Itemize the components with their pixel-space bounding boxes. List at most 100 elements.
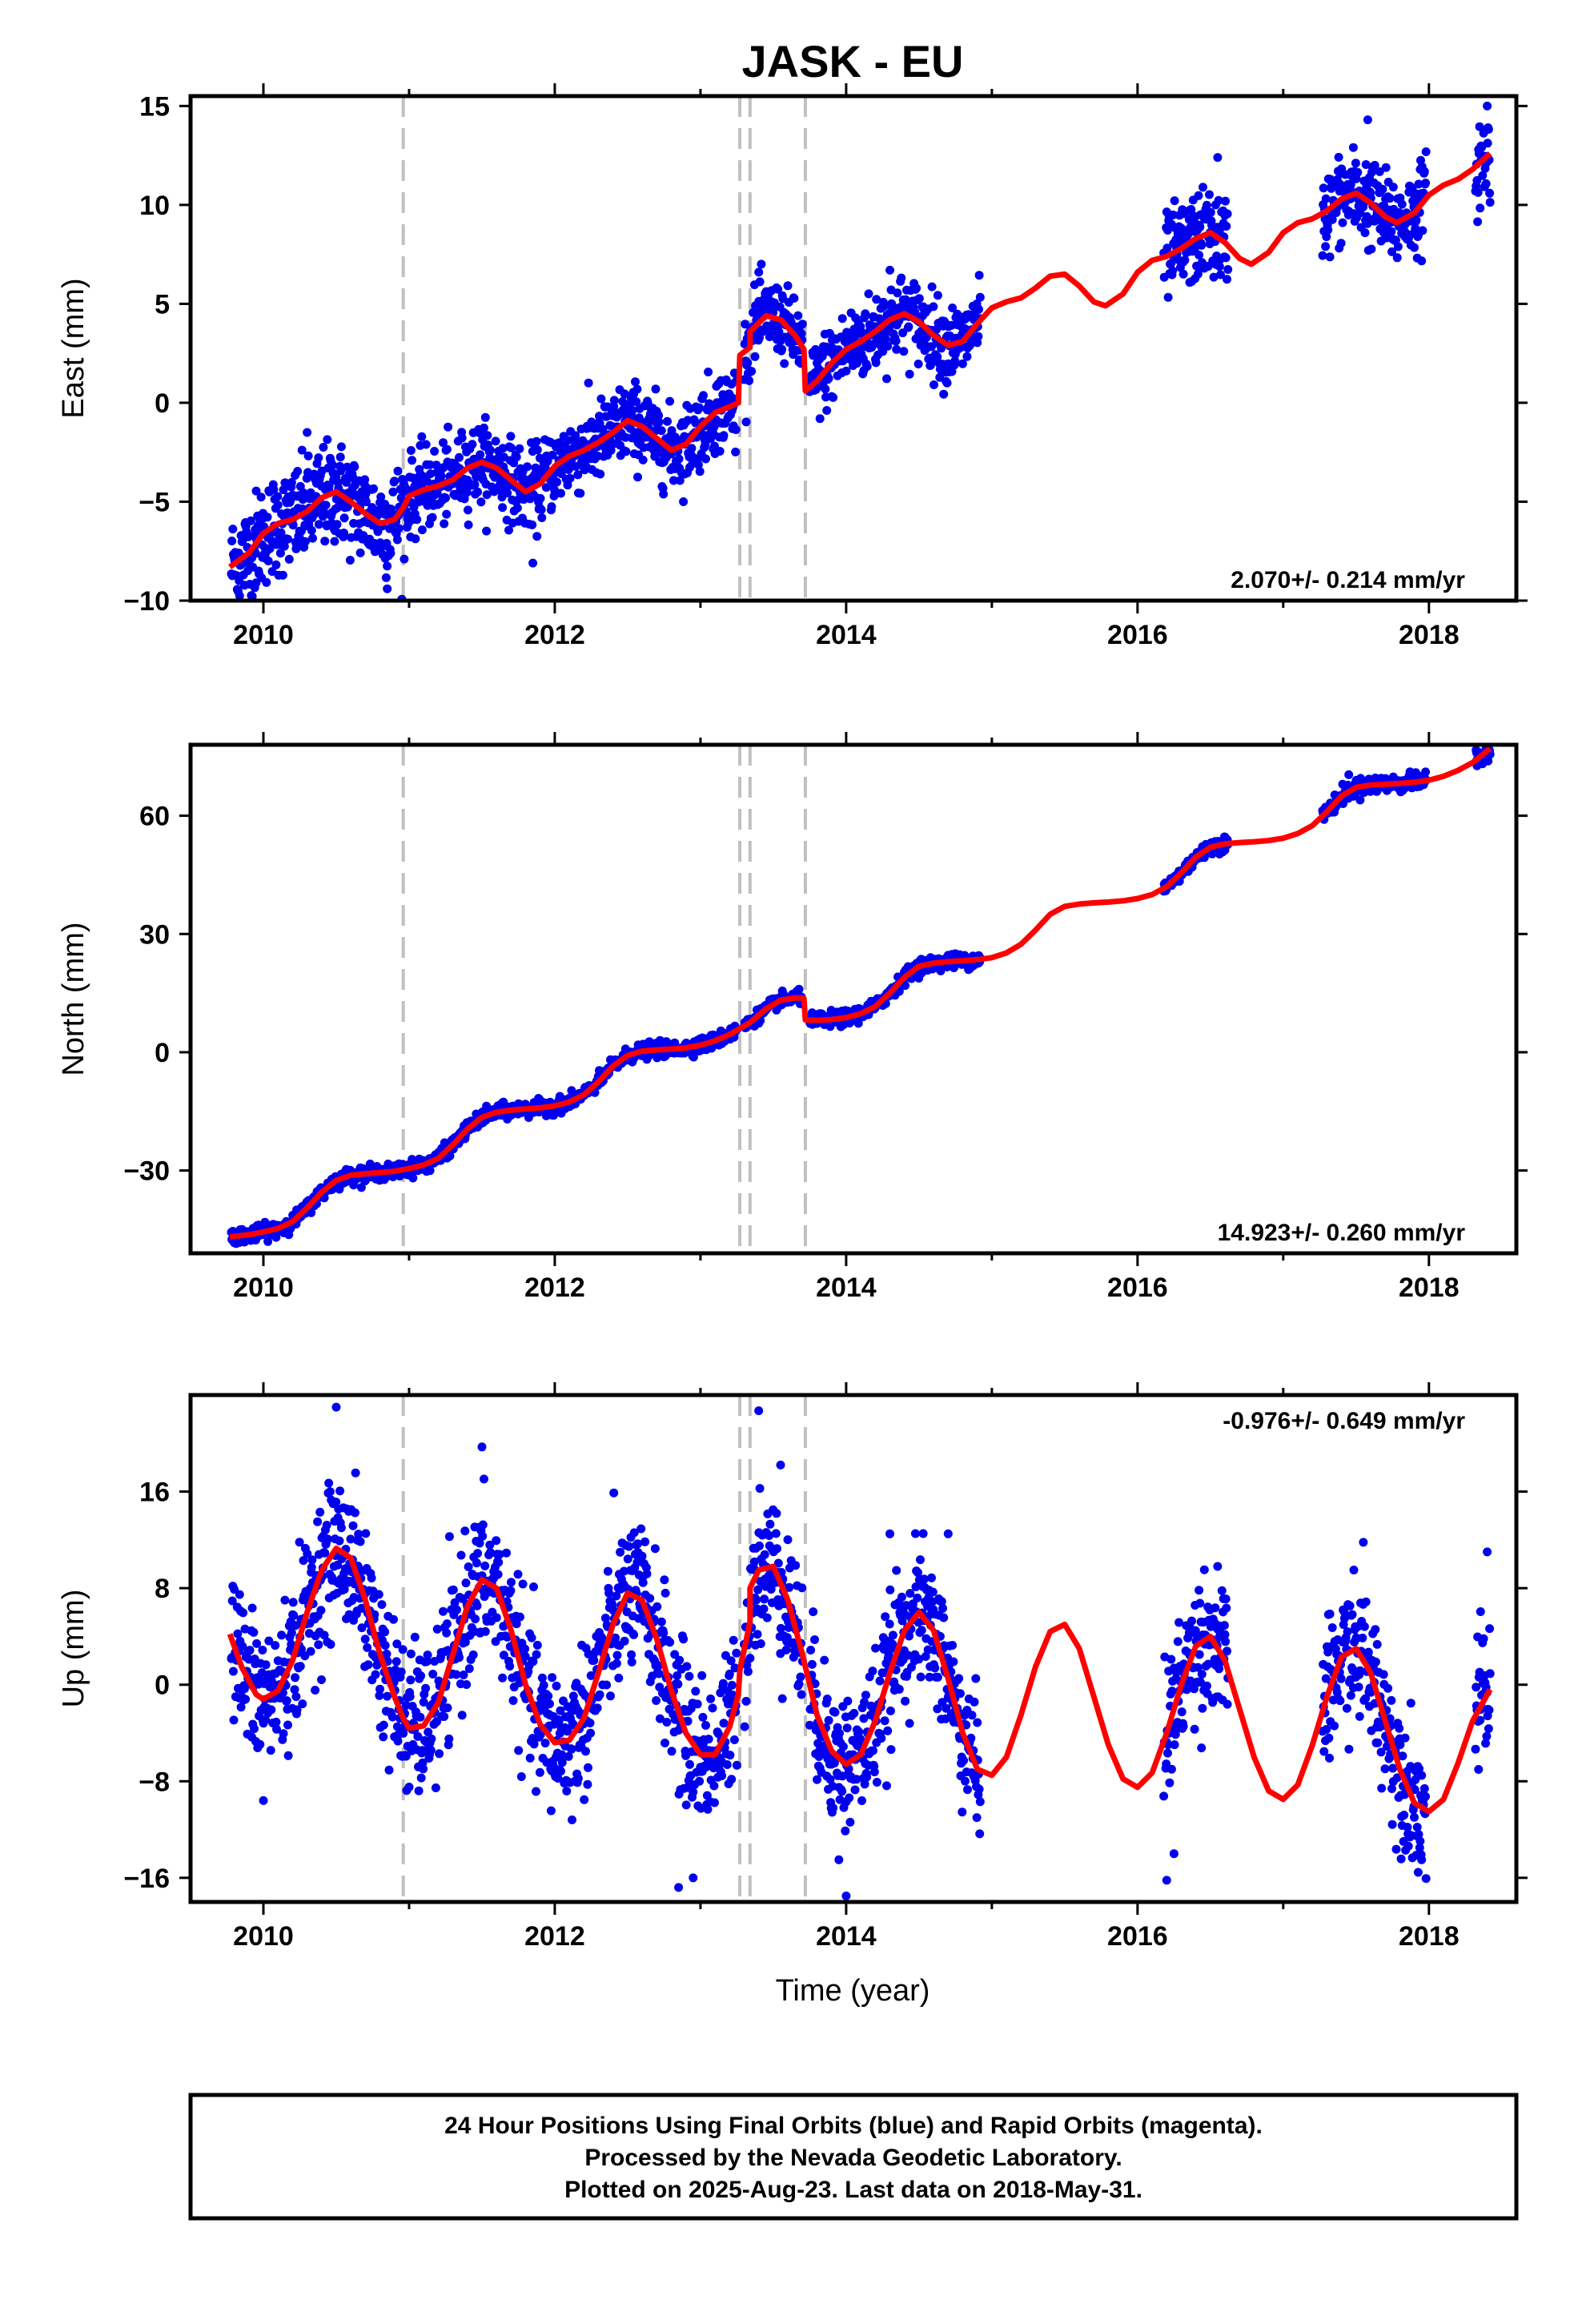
up-data-point (554, 1716, 564, 1726)
up-data-point (229, 1715, 239, 1725)
east-rate-label: 2.070+/- 0.214 mm/yr (1231, 567, 1465, 593)
up-data-point (289, 1610, 299, 1620)
east-data-point (1346, 180, 1355, 189)
east-data-point (417, 432, 427, 441)
east-data-point (287, 477, 296, 487)
east-data-point (899, 347, 909, 356)
east-data-point (974, 332, 983, 341)
east-data-point (797, 329, 806, 338)
east-data-point (428, 513, 437, 522)
east-data-point (1348, 143, 1358, 152)
east-data-point (386, 549, 396, 558)
east-data-point (974, 271, 984, 280)
east-data-point (596, 469, 605, 479)
up-data-point (457, 1711, 467, 1720)
up-data-point (480, 1626, 490, 1636)
up-data-point (655, 1714, 665, 1723)
east-data-point (383, 584, 392, 593)
east-data-point (701, 454, 710, 464)
up-data-point (406, 1675, 416, 1685)
east-data-point (933, 352, 942, 361)
east-data-point (1163, 292, 1173, 302)
east-data-point (910, 308, 920, 317)
up-data-point (480, 1561, 490, 1570)
east-data-point (633, 472, 642, 482)
east-data-point (632, 397, 641, 407)
up-data-point (249, 1627, 259, 1637)
north-x-tick-label: 2010 (233, 1273, 294, 1303)
east-data-point (430, 447, 440, 456)
east-data-point (482, 526, 492, 536)
east-data-point (871, 358, 881, 368)
east-data-point (861, 309, 870, 319)
east-data-point (862, 362, 872, 371)
east-data-point (1367, 244, 1376, 254)
up-data-point (315, 1507, 325, 1517)
east-data-point (699, 391, 708, 400)
up-data-point (641, 1562, 651, 1572)
east-data-point (276, 528, 286, 537)
up-data-point (351, 1508, 359, 1518)
up-data-point (589, 1655, 599, 1665)
up-data-point (414, 1786, 424, 1795)
east-data-point (1338, 218, 1347, 227)
up-data-point (513, 1570, 523, 1579)
east-data-point (336, 442, 346, 452)
east-data-point (425, 460, 435, 469)
east-data-point (392, 535, 402, 545)
east-data-point (390, 476, 400, 486)
up-data-point (718, 1679, 728, 1688)
up-data-point (291, 1692, 301, 1702)
east-data-point (422, 476, 432, 486)
east-data-point (332, 520, 342, 529)
east-data-point (584, 378, 593, 388)
east-data-point (942, 378, 952, 388)
up-data-point (667, 1747, 677, 1756)
east-data-point (864, 289, 873, 299)
east-data-point (271, 560, 281, 569)
east-data-point (288, 521, 298, 530)
up-data-point (681, 1800, 691, 1810)
east-data-point (621, 447, 631, 456)
east-data-point (1170, 196, 1179, 206)
east-data-point (797, 320, 807, 329)
up-data-point (455, 1653, 464, 1663)
up-data-point (548, 1673, 557, 1683)
up-data-point (287, 1628, 296, 1638)
east-data-point (950, 356, 960, 366)
up-data-point (287, 1639, 296, 1649)
east-data-point (757, 259, 766, 269)
up-data-point (295, 1538, 304, 1547)
east-data-point (251, 578, 261, 588)
east-data-point (695, 467, 705, 476)
up-data-point (478, 1531, 488, 1541)
east-data-point (1214, 195, 1223, 205)
east-data-point (462, 488, 472, 497)
up-data-point (703, 1804, 713, 1814)
east-data-point (1221, 196, 1231, 206)
up-data-point (317, 1675, 326, 1684)
east-data-point (293, 467, 303, 476)
east-data-point (303, 451, 313, 460)
up-data-point (612, 1651, 622, 1660)
up-data-point (755, 1541, 764, 1550)
up-data-point (592, 1703, 602, 1713)
east-data-point (1417, 256, 1427, 266)
east-data-point (606, 445, 616, 455)
north-data-point (1484, 756, 1493, 766)
up-data-point (335, 1536, 344, 1546)
up-data-point (419, 1698, 428, 1707)
up-data-point (299, 1556, 308, 1566)
up-data-point (636, 1524, 646, 1534)
east-data-point (543, 456, 552, 466)
up-data-point (759, 1604, 769, 1614)
up-data-point (562, 1787, 572, 1795)
up-data-point (335, 1486, 345, 1496)
east-data-point (400, 554, 409, 564)
up-data-point (313, 1517, 323, 1526)
east-data-point (1193, 269, 1203, 279)
east-data-point (473, 487, 483, 497)
east-data-point (935, 372, 945, 382)
east-data-point (440, 519, 449, 529)
up-data-point (642, 1569, 652, 1578)
